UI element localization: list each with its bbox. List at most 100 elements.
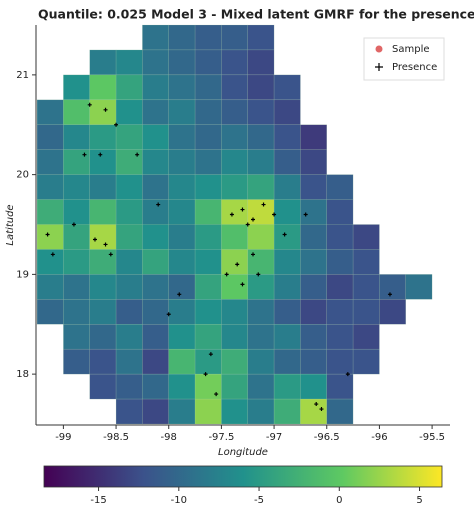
heatmap-cell (247, 249, 275, 275)
heatmap-cell (142, 49, 169, 76)
heatmap-cell (300, 274, 327, 300)
heatmap-cell (63, 74, 90, 101)
heatmap-cell (168, 299, 196, 325)
heatmap-cell (221, 24, 248, 51)
y-tick-label: 20 (16, 170, 29, 181)
legend-marker (375, 45, 383, 53)
heatmap-cell (168, 274, 196, 300)
heatmap-cell (115, 149, 143, 175)
heatmap-cell (405, 274, 433, 300)
heatmap-cell (63, 124, 90, 150)
presence-point (108, 252, 113, 257)
presence-point (245, 222, 250, 227)
heatmap-cell (247, 124, 275, 150)
heatmap-cell (142, 373, 169, 400)
heatmap-cell (168, 149, 196, 175)
presence-point (229, 212, 234, 217)
heatmap-cell (379, 274, 407, 300)
heatmap-cell (142, 174, 169, 200)
presence-point (314, 402, 319, 407)
heatmap-cell (36, 249, 64, 275)
colorbar-tick-label: -10 (171, 495, 187, 506)
heatmap-cell (115, 398, 143, 425)
y-tick-label: 21 (16, 70, 29, 81)
heatmap-cell (89, 99, 117, 126)
heatmap-cell (194, 24, 222, 51)
heatmap-cell (115, 324, 143, 350)
heatmap-cell (300, 149, 327, 175)
presence-point (177, 292, 182, 297)
presence-point (251, 252, 256, 257)
x-tick-label: -97.5 (208, 432, 234, 443)
heatmap-cell (168, 224, 196, 250)
heatmap-cell (36, 124, 64, 150)
heatmap-cell (300, 199, 327, 225)
presence-point (103, 242, 108, 247)
heatmap-cell (300, 124, 327, 150)
heatmap-cell (63, 348, 90, 375)
heatmap-cell (142, 124, 169, 150)
heatmap-cell (326, 348, 354, 375)
presence-point (103, 107, 108, 112)
heatmap-cell (247, 74, 275, 101)
heatmap-cell (247, 199, 275, 225)
heatmap-cell (142, 199, 169, 225)
presence-point (156, 202, 161, 207)
heatmap-cell (273, 149, 301, 175)
heatmap-cell (36, 99, 64, 126)
heatmap-cell (273, 124, 301, 150)
colorbar-tick-label: 0 (336, 495, 342, 506)
heatmap-cell (194, 149, 222, 175)
presence-point (98, 152, 103, 157)
presence-point (224, 272, 229, 277)
heatmap-cell (273, 74, 301, 101)
heatmap-cell (221, 149, 248, 175)
heatmap-cell (194, 49, 222, 76)
heatmap-cell (36, 199, 64, 225)
presence-point (214, 392, 219, 397)
heatmap-cell (168, 49, 196, 76)
heatmap-cell (142, 274, 169, 300)
heatmap-cell (142, 299, 169, 325)
heatmap-cell (194, 174, 222, 200)
heatmap-cell (142, 149, 169, 175)
heatmap-cell (36, 174, 64, 200)
heatmap-cell (63, 249, 90, 275)
heatmap-cell (168, 124, 196, 150)
heatmap-cell (63, 174, 90, 200)
heatmap-cell (273, 249, 301, 275)
heatmap-cell (221, 99, 248, 126)
heatmap-cell (168, 99, 196, 126)
heatmap-cell (115, 348, 143, 375)
heatmap-cell (63, 299, 90, 325)
heatmap-cell (273, 324, 301, 350)
heatmap-cell (115, 249, 143, 275)
x-axis-label: Longitude (218, 447, 268, 458)
heatmap-cell (326, 249, 354, 275)
heatmap-cell (194, 324, 222, 350)
heatmap-cell (142, 99, 169, 126)
presence-point (303, 212, 308, 217)
heatmap-cell (300, 224, 327, 250)
heatmap-cell (247, 373, 275, 400)
heatmap-cell (142, 224, 169, 250)
heatmap-cell (247, 174, 275, 200)
heatmap-cell (326, 299, 354, 325)
heatmap-cell (115, 224, 143, 250)
presence-point (251, 217, 256, 222)
heatmap-cell (221, 373, 248, 400)
heatmap-cell (273, 348, 301, 375)
heatmap-cell (300, 299, 327, 325)
heatmap-cell (326, 274, 354, 300)
x-tick-label: -99 (55, 432, 71, 443)
heatmap-cell (63, 99, 90, 126)
presence-point (92, 237, 97, 242)
x-tick-label: -97 (266, 432, 282, 443)
presence-point (240, 282, 245, 287)
heatmap-cell (115, 274, 143, 300)
heatmap-cell (352, 224, 380, 250)
heatmap-cell (326, 324, 354, 350)
heatmap-cell (63, 224, 90, 250)
presence-point (235, 262, 240, 267)
heatmap-cell (194, 348, 222, 375)
